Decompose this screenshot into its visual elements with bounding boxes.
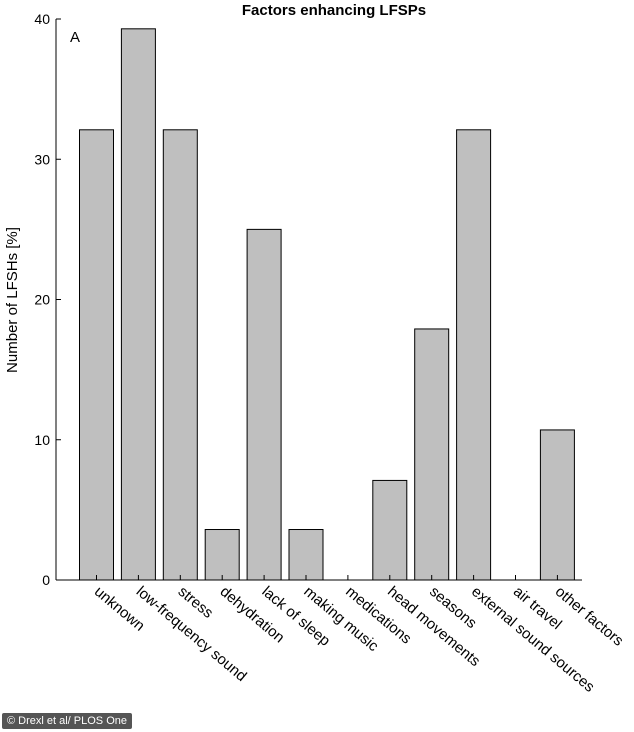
bar-dehydration <box>204 529 240 581</box>
x-category-label: other factors <box>552 583 627 650</box>
bar-lack-of-sleep <box>246 228 282 581</box>
bar-external-sound-sources <box>456 129 492 581</box>
y-tick-label: 40 <box>34 11 50 27</box>
bar-seasons <box>414 328 450 581</box>
chart-title: Factors enhancing LFSPs <box>242 2 426 19</box>
bar-other-factors <box>539 429 575 581</box>
y-axis-label: Number of LFSHs [%] <box>4 227 21 373</box>
bar-low-frequency-sound <box>120 28 156 581</box>
y-tick-label: 10 <box>34 432 50 448</box>
bar-making-music <box>288 529 324 581</box>
y-tick-label: 20 <box>34 292 50 308</box>
y-tick-label: 0 <box>42 572 50 588</box>
bar-stress <box>162 129 198 581</box>
credit-badge: © Drexl et al/ PLOS One <box>2 713 132 729</box>
bar-unknown <box>79 129 114 581</box>
y-tick-label: 30 <box>34 151 50 167</box>
bar-head-movements <box>372 479 408 581</box>
panel-label: A <box>70 29 80 46</box>
